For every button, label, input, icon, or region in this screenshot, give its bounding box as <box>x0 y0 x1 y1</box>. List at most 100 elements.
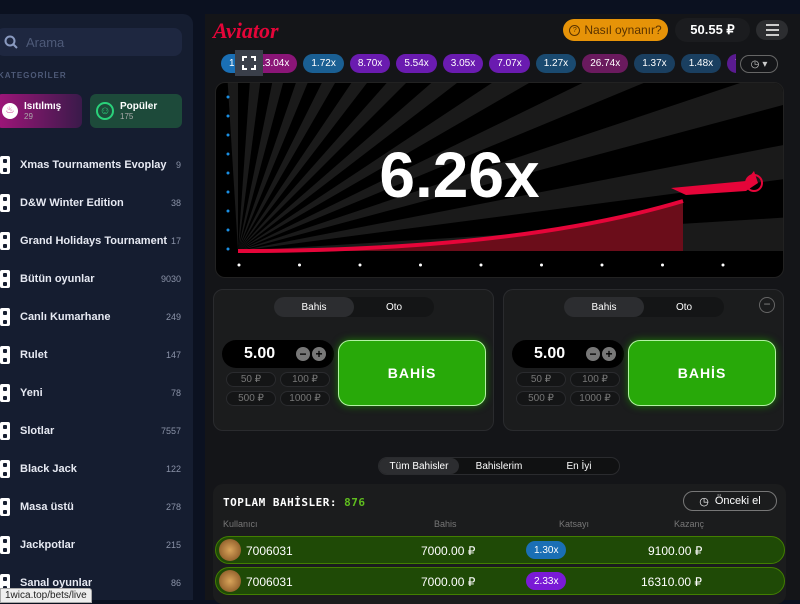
row-user: 7006031 <box>246 575 293 589</box>
sidebar-item[interactable]: Canlı Kumarhane 249 <box>0 298 193 336</box>
sidebar-item-label: Yeni <box>20 387 43 399</box>
history-pill[interactable]: 8.70x <box>349 54 391 73</box>
minus-icon[interactable]: − <box>296 347 310 361</box>
sidebar-item[interactable]: Slotlar 7557 <box>0 412 193 450</box>
history-toggle-button[interactable]: ◷ ▾ <box>740 55 778 73</box>
tab-all-bets[interactable]: Tüm Bahisler <box>379 458 459 474</box>
current-multiplier: 6.26x <box>379 139 540 211</box>
bet-amount: 5.00 <box>534 345 566 362</box>
sidebar-item-count: 78 <box>170 388 181 398</box>
background-ray <box>238 83 783 251</box>
tab-my-bets[interactable]: Bahislerim <box>475 460 523 472</box>
background-ray <box>238 83 367 251</box>
quick-amount-button[interactable]: 500 ₽ <box>516 391 566 406</box>
place-bet-button[interactable]: BAHİS <box>338 340 486 406</box>
sidebar-item[interactable]: Black Jack 122 <box>0 450 193 488</box>
fullscreen-icon[interactable] <box>235 50 263 76</box>
history-pill[interactable]: 1.72x <box>303 54 344 73</box>
place-bet-button[interactable]: BAHİS <box>628 340 776 406</box>
sidebar-item-count: 38 <box>170 198 181 208</box>
fire-icon: ♨ <box>2 103 18 119</box>
sidebar-item[interactable]: Grand Holidays Tournament 17 <box>0 222 193 260</box>
aviator-logo: Aviator <box>213 18 279 43</box>
category-icon <box>0 270 10 288</box>
aviator-game: Aviator ? Nasıl oynanır? 50.55 ₽ 1. 13.04x… <box>205 14 800 604</box>
tab-auto[interactable]: Oto <box>385 301 403 313</box>
multiplier-history: 1. 13.04x 1.72x 8.70x 5.54x 3.05x 7.07x 1.27x 26… <box>221 54 736 74</box>
history-pill[interactable]: 26.74x <box>582 54 629 73</box>
y-axis-dot <box>226 190 230 194</box>
tab-top[interactable]: En İyi <box>566 460 592 472</box>
bet-amount-stepper[interactable]: 5.00 − + <box>512 340 624 368</box>
background-ray <box>238 83 529 251</box>
history-pill[interactable]: 7. <box>727 54 736 73</box>
category-icon <box>0 536 10 554</box>
chip-hot[interactable]: ♨ Isıtılmış 29 <box>0 94 82 128</box>
sidebar-item[interactable]: Masa üstü 278 <box>0 488 193 526</box>
quick-amount-button[interactable]: 1000 ₽ <box>570 391 620 406</box>
row-win: 16310.00 ₽ <box>641 575 703 589</box>
flight-canvas: 6.26x <box>215 82 784 278</box>
history-pill[interactable]: 5.54x <box>396 54 437 73</box>
quick-amount-button[interactable]: 500 ₽ <box>226 391 276 406</box>
quick-amount-button[interactable]: 100 ₽ <box>570 372 620 387</box>
table-row: 7006031 7000.00 ₽ 2.33x 16310.00 ₽ <box>215 567 785 595</box>
sidebar-item[interactable]: Yeni 78 <box>0 374 193 412</box>
sidebar-item[interactable]: D&W Winter Edition 38 <box>0 184 193 222</box>
history-pill[interactable]: 1.37x <box>634 54 675 73</box>
bet-mode-tabs: Bahis Oto <box>564 297 724 317</box>
history-pill[interactable]: 7.07x <box>489 54 530 73</box>
smile-icon: ☺ <box>96 102 114 120</box>
categories-label: KATEGORİLER <box>0 71 67 80</box>
y-axis-dot <box>226 209 230 213</box>
sidebar-item[interactable]: Bütün oyunlar 9030 <box>0 260 193 298</box>
quick-amount-button[interactable]: 1000 ₽ <box>280 391 330 406</box>
search-input[interactable]: Arama <box>0 28 182 56</box>
quick-amount-button[interactable]: 50 ₽ <box>226 372 276 387</box>
quick-amount-button[interactable]: 50 ₽ <box>516 372 566 387</box>
chip-popular[interactable]: ☺ Popüler 175 <box>90 94 182 128</box>
menu-icon[interactable] <box>756 20 788 40</box>
plus-icon[interactable]: + <box>602 347 616 361</box>
bet-panel: Bahis Oto − 5.00 − + 50 ₽ 100 ₽ 500 ₽ 1000… <box>503 289 784 431</box>
total-bets: TOPLAM BAHİSLER: 876 <box>223 496 365 509</box>
history-pill[interactable]: 3.05x <box>442 54 484 73</box>
previous-round-button[interactable]: ◷ Önceki el <box>683 491 777 511</box>
history-pill[interactable]: 1.27x <box>535 54 577 73</box>
history-icon: ◷ <box>699 495 709 508</box>
how-to-play-button[interactable]: ? Nasıl oynanır? <box>563 19 668 41</box>
sidebar-item[interactable]: Xmas Tournaments Evoplay 9 <box>0 146 193 184</box>
bets-list: TOPLAM BAHİSLER: 876 ◷ Önceki el Kullanıc… <box>213 484 786 604</box>
sidebar-item-label: Grand Holidays Tournament <box>20 235 168 247</box>
sidebar-item[interactable]: Rulet 147 <box>0 336 193 374</box>
y-axis-dot <box>226 133 230 137</box>
category-icon <box>0 308 10 326</box>
sidebar-item[interactable]: Sanal oyunlar 86 <box>0 564 193 602</box>
x-axis-dot <box>600 263 604 267</box>
sidebar-item-count: 86 <box>170 578 181 588</box>
remove-panel-icon[interactable]: − <box>759 297 775 313</box>
tab-bet[interactable]: Bahis <box>274 297 354 317</box>
category-icon <box>0 384 10 402</box>
quick-amount-button[interactable]: 100 ₽ <box>280 372 330 387</box>
row-win: 9100.00 ₽ <box>648 544 703 558</box>
total-bets-count: 876 <box>344 496 366 509</box>
tab-auto[interactable]: Oto <box>675 301 693 313</box>
x-axis-dot <box>358 263 362 267</box>
plane-icon <box>671 171 763 195</box>
sidebar: Arama KATEGORİLER ♨ Isıtılmış 29 ☺ Popüle… <box>0 14 193 600</box>
sidebar-item-count: 7557 <box>160 426 181 436</box>
sidebar-item-count: 9 <box>175 160 181 170</box>
history-icon: ◷ <box>750 58 760 70</box>
plus-icon[interactable]: + <box>312 347 326 361</box>
history-pill[interactable]: 1.48x <box>680 54 722 73</box>
tab-bet[interactable]: Bahis <box>564 297 644 317</box>
background-ray <box>238 83 308 251</box>
bet-amount-stepper[interactable]: 5.00 − + <box>222 340 334 368</box>
category-icon <box>0 574 10 592</box>
x-axis-dot <box>298 263 301 267</box>
help-icon: ? <box>569 24 581 36</box>
sidebar-item[interactable]: Jackpotlar 215 <box>0 526 193 564</box>
minus-icon[interactable]: − <box>586 347 600 361</box>
category-icon <box>0 498 10 516</box>
